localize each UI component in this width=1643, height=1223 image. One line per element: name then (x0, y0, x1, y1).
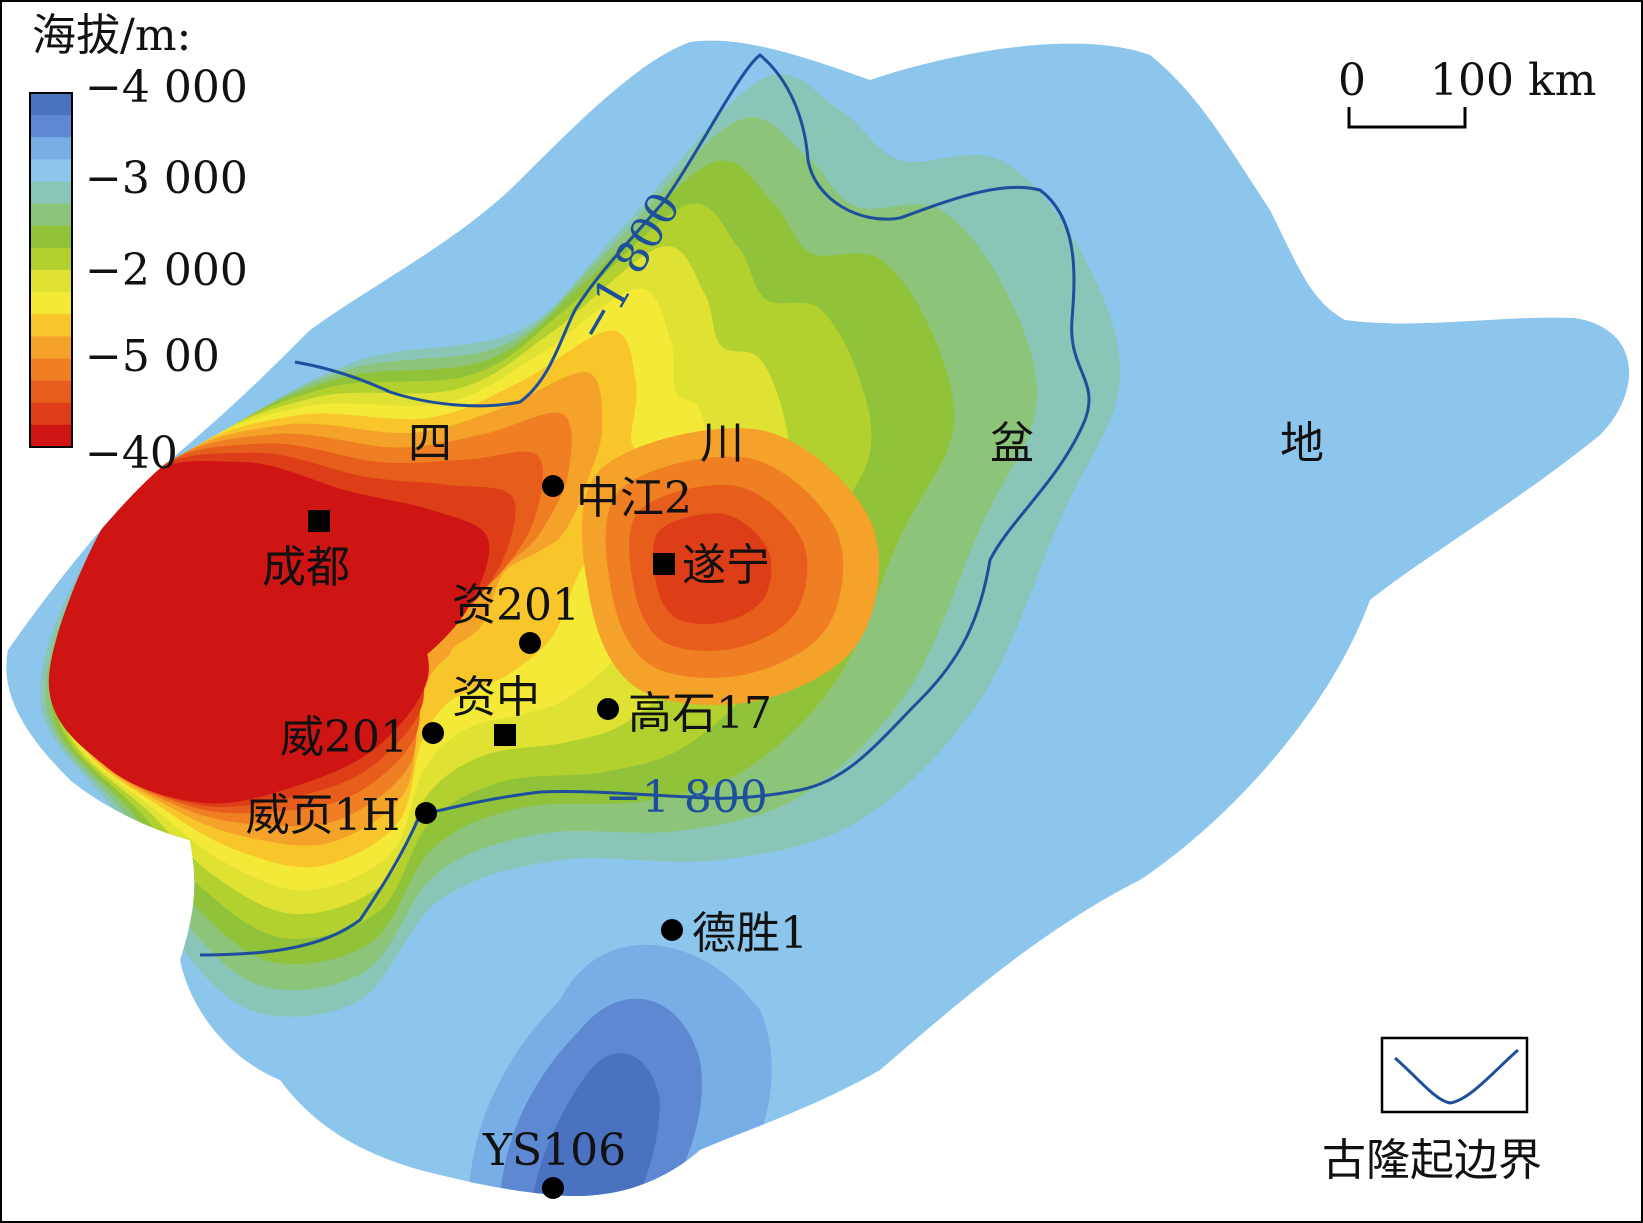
scale-bar-line (1347, 107, 1467, 129)
well-marker-desheng1 (661, 919, 683, 941)
legend-swatch (30, 93, 72, 116)
legend-swatch (30, 159, 72, 183)
legend-swatch (30, 225, 72, 249)
legend-swatch (30, 115, 72, 138)
legend-swatch (30, 402, 72, 426)
scale-bar-end: 100 km (1430, 55, 1596, 106)
well-label-zi201: 资201 (452, 580, 580, 631)
city-marker-zizhong (494, 724, 516, 746)
legend-swatch (30, 270, 72, 293)
boundary-legend-box (1380, 1036, 1529, 1114)
elevation-ring (48, 461, 490, 804)
legend-swatch (30, 314, 72, 337)
paleo-uplift-boundary-contour (199, 53, 1091, 957)
legend-swatch (30, 247, 72, 271)
legend-swatch (30, 181, 72, 205)
well-marker-wei201 (422, 722, 444, 744)
region-labels: 四 川 盆 地 (408, 418, 1324, 469)
scale-bar: 0 100 km (1338, 55, 1596, 129)
well-label-wei201: 威201 (280, 712, 408, 763)
region-label-pen: 盆 (990, 418, 1034, 469)
boundary-legend-label: 古隆起边界 (1322, 1135, 1542, 1186)
city-marker-suining (653, 553, 675, 575)
legend-swatch (30, 336, 72, 360)
legend-tick-2: −2 000 (85, 245, 248, 296)
region-label-chuan: 川 (700, 418, 744, 469)
well-label-desheng1: 德胜1 (692, 908, 808, 959)
legend-tick-3: −5 00 (85, 331, 220, 382)
well-label-ys106: YS106 (482, 1125, 626, 1176)
city-label-zizhong: 资中 (452, 672, 540, 723)
well-label-gaoshi17: 高石17 (628, 688, 772, 739)
well-marker-gaoshi17 (597, 698, 619, 720)
boundary-legend-line-icon (1394, 1048, 1519, 1105)
boundary-legend: 古隆起边界 (1322, 1036, 1542, 1186)
legend-tick-4: −40 (85, 428, 178, 479)
well-label-weiye1h: 威页1H (246, 790, 400, 841)
well-marker-ys106 (542, 1177, 564, 1199)
contour-label-south: −1 800 (605, 772, 768, 823)
well-marker-weiye1h (415, 802, 437, 824)
well-marker-zhongjiang2 (542, 475, 564, 497)
legend-swatch (30, 380, 72, 404)
legend-title: 海拔/m: (32, 10, 191, 61)
legend-swatch (30, 424, 72, 448)
well-marker-zi201 (519, 632, 541, 654)
legend-swatch (30, 137, 72, 160)
legend-tick-1: −3 000 (85, 153, 248, 204)
legend-colorbar-frame (29, 92, 73, 448)
scale-bar-start: 0 (1338, 55, 1366, 106)
legend-swatch (30, 203, 72, 227)
well-label-zhongjiang2: 中江2 (576, 473, 692, 524)
city-label-suining: 遂宁 (682, 540, 770, 591)
legend-swatch (30, 292, 72, 315)
elevation-rings (39, 74, 1121, 1017)
region-label-di: 地 (1280, 418, 1324, 469)
city-label-chengdu: 成都 (262, 542, 350, 593)
region-label-si: 四 (408, 418, 452, 469)
elevation-legend: 海拔/m: −4 000 −3 000 −2 000 −5 00 −40 (29, 10, 248, 479)
cities: 成都 遂宁 资中 (262, 510, 770, 746)
legend-colorbar (30, 93, 72, 448)
city-marker-chengdu (308, 510, 330, 532)
wells: 中江2 资201 高石17 威201 威页1H 德胜1 YS106 (246, 473, 808, 1199)
elevation-ring-suining (652, 513, 772, 624)
legend-tick-0: −4 000 (85, 62, 248, 113)
legend-swatch (30, 358, 72, 382)
